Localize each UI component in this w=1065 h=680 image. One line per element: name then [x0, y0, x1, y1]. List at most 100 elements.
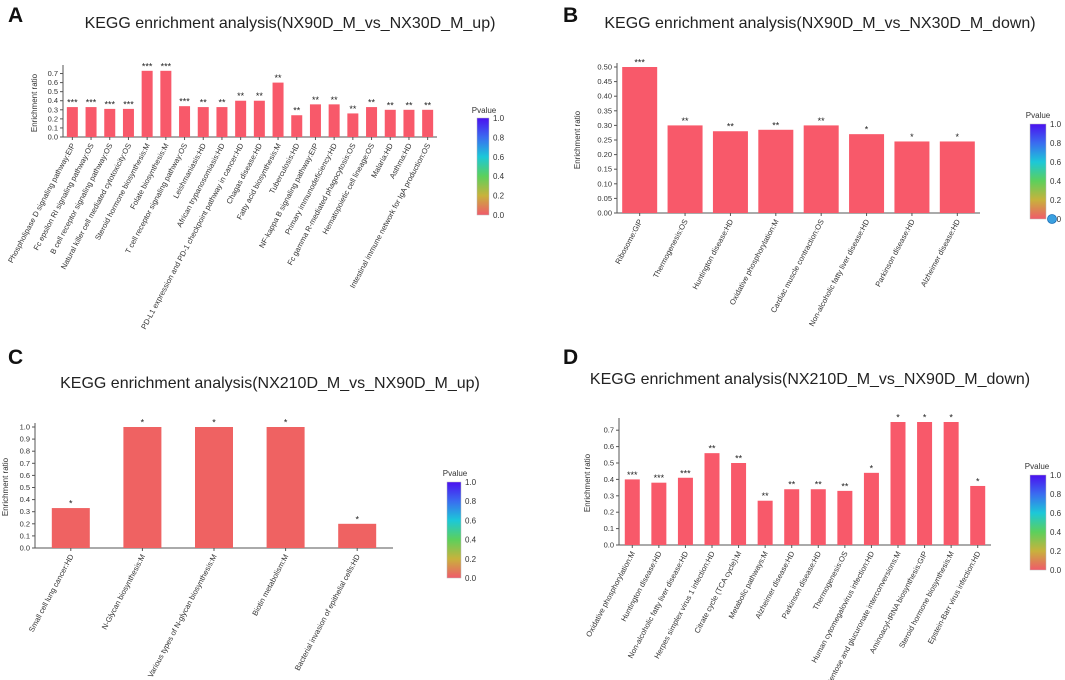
- significance-label: **: [727, 122, 735, 132]
- y-axis-title: Enrichment ratio: [30, 73, 39, 132]
- bar: [160, 70, 172, 137]
- significance-label: *: [896, 413, 900, 423]
- panel-label: C: [8, 346, 23, 369]
- colorbar-tick-label: 0.6: [493, 153, 505, 162]
- significance-label: ***: [142, 61, 153, 71]
- bar: [266, 427, 305, 548]
- bar: [179, 106, 191, 137]
- x-tick-label: Thermogenesis:OS: [651, 218, 690, 280]
- significance-label: **: [312, 95, 320, 105]
- bar: [66, 107, 78, 137]
- colorbar-tick-label: 0.4: [1050, 528, 1062, 537]
- bar: [943, 422, 959, 545]
- significance-label: **: [424, 100, 432, 110]
- x-tick-label: Alzheimer disease:HD: [919, 217, 962, 288]
- bar: [272, 82, 284, 137]
- colorbar-tick-label: 0.8: [1050, 139, 1062, 148]
- significance-label: **: [256, 91, 264, 101]
- significance-label: *: [865, 125, 869, 135]
- colorbar-tick-label: 0.4: [1050, 177, 1062, 186]
- pvalue-colorbar: [1029, 123, 1047, 220]
- bar: [704, 453, 720, 545]
- significance-label: **: [293, 106, 301, 116]
- bar: [85, 107, 97, 137]
- colorbar-title: Pvalue: [443, 469, 468, 478]
- significance-label: ***: [161, 61, 172, 71]
- panel-a: A KEGG enrichment analysis(NX90D_M_vs_NX3…: [6, 4, 505, 331]
- x-tick-label: Cardiac muscle contraction:OS: [769, 218, 826, 315]
- pvalue-colorbar: [476, 117, 490, 216]
- colorbar-tick-label: 1.0: [1050, 120, 1062, 129]
- y-tick-label: 0.45: [597, 77, 612, 86]
- y-tick-label: 0.0: [604, 541, 614, 550]
- significance-label: *: [355, 514, 359, 524]
- bar: [810, 489, 826, 545]
- panel-c: C KEGG enrichment analysis(NX210D_M_vs_NX…: [1, 346, 480, 679]
- y-tick-label: 0.0: [20, 544, 30, 553]
- colorbar-marker: [1047, 214, 1057, 224]
- significance-label: *: [141, 418, 145, 428]
- bar: [667, 125, 703, 213]
- bar: [328, 104, 340, 137]
- colorbar-tick-label: 0.0: [465, 574, 477, 583]
- pvalue-colorbar: [1029, 474, 1047, 571]
- panel-b: B KEGG enrichment analysis(NX90D_M_vs_NX3…: [563, 4, 1062, 328]
- y-tick-label: 0.10: [597, 179, 612, 188]
- x-tick-label: Small cell lung cancer:HD: [27, 552, 76, 633]
- significance-label: *: [910, 132, 914, 142]
- bar: [104, 108, 116, 137]
- y-tick-label: 0.5: [48, 87, 58, 96]
- significance-label: **: [818, 116, 826, 126]
- significance-label: ***: [86, 98, 97, 108]
- chart-title: KEGG enrichment analysis(NX210D_M_vs_NX9…: [590, 371, 1030, 388]
- bar: [51, 508, 90, 548]
- significance-label: ***: [67, 98, 78, 108]
- y-axis-title: Enrichment ratio: [1, 457, 10, 516]
- significance-label: **: [815, 480, 823, 490]
- colorbar-title: Pvalue: [1026, 111, 1051, 120]
- bar: [216, 107, 228, 137]
- y-tick-label: 0.2: [48, 114, 58, 123]
- significance-label: **: [708, 444, 716, 454]
- bar: [890, 422, 906, 545]
- pvalue-colorbar: [446, 481, 462, 579]
- y-tick-label: 0.30: [597, 121, 612, 130]
- y-tick-label: 1.0: [20, 423, 30, 432]
- bar: [309, 104, 321, 137]
- bar: [863, 472, 879, 545]
- y-tick-label: 0.4: [20, 495, 30, 504]
- bar: [123, 427, 162, 548]
- bar: [712, 131, 748, 213]
- colorbar-tick-label: 1.0: [493, 114, 505, 123]
- significance-label: ***: [654, 473, 665, 483]
- significance-label: *: [956, 132, 960, 142]
- x-tick-label: N-Glycan biosynthesis:M: [100, 553, 147, 631]
- significance-label: *: [976, 476, 980, 486]
- significance-label: *: [870, 463, 874, 473]
- x-tick-label: Various types of N-glycan biosynthesis:M: [146, 553, 219, 679]
- y-tick-label: 0.5: [604, 459, 614, 468]
- bar: [622, 67, 658, 213]
- y-tick-label: 0.6: [20, 471, 30, 480]
- colorbar-tick-label: 0.4: [493, 172, 505, 181]
- bar: [849, 134, 885, 213]
- y-tick-label: 0.40: [597, 92, 612, 101]
- bar: [970, 485, 986, 545]
- y-tick-label: 0.0: [48, 133, 58, 142]
- colorbar-tick-label: 0.6: [1050, 158, 1062, 167]
- colorbar-tick-label: 0.2: [493, 192, 505, 201]
- significance-label: **: [762, 491, 770, 501]
- significance-label: ***: [634, 58, 645, 68]
- bar: [253, 100, 265, 137]
- colorbar-tick-label: 1.0: [465, 478, 477, 487]
- significance-label: **: [200, 98, 208, 108]
- colorbar-tick-label: 0.0: [1050, 566, 1062, 575]
- significance-label: **: [275, 73, 283, 83]
- y-axis-title: Enrichment ratio: [573, 110, 582, 169]
- x-tick-label: Biotin metabolism:M: [250, 553, 290, 618]
- colorbar-tick-label: 0.2: [1050, 547, 1062, 556]
- bar: [366, 107, 378, 137]
- significance-label: ***: [627, 470, 638, 480]
- y-tick-label: 0.3: [20, 507, 30, 516]
- colorbar-tick-label: 0.8: [493, 133, 505, 142]
